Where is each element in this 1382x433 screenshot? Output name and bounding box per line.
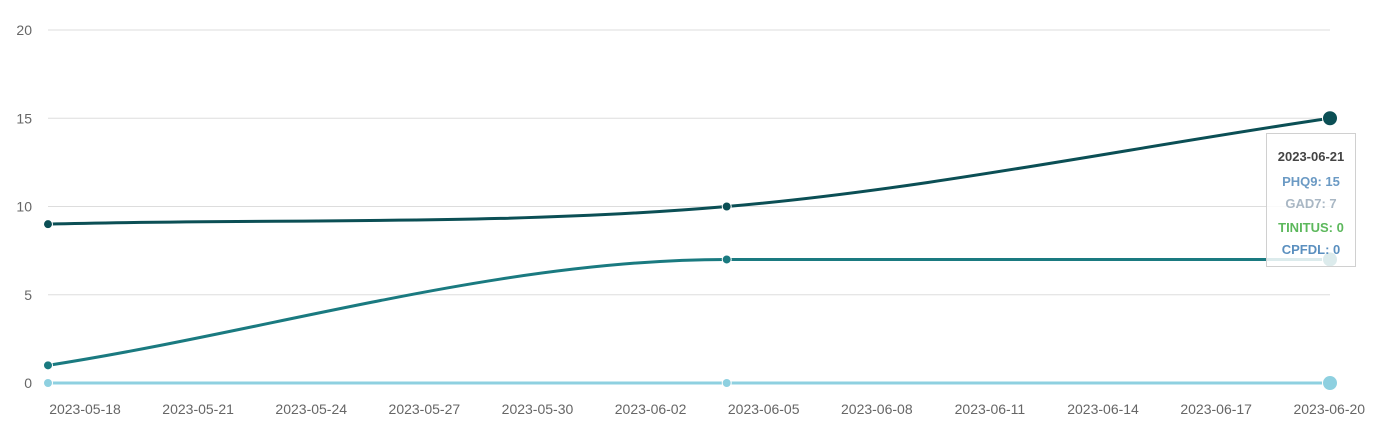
data-point-phq9 [43, 219, 53, 230]
hover-tooltip: 2023-06-21 PHQ9: 15 GAD7: 7 TINITUS: 0 C… [1266, 133, 1356, 267]
tooltip-line-cpfdl: CPFDL: 0 [1281, 242, 1341, 257]
y-tick-label: 20 [16, 22, 32, 38]
x-tick-label: 2023-05-27 [389, 401, 461, 417]
y-tick-label: 0 [24, 375, 32, 391]
tooltip-date: 2023-06-21 [1277, 149, 1345, 164]
x-tick-label: 2023-05-24 [275, 401, 347, 417]
y-tick-label: 5 [24, 287, 32, 303]
y-tick-label: 10 [16, 199, 32, 215]
data-point-phq9 [721, 201, 732, 212]
x-tick-label: 2023-06-20 [1293, 401, 1365, 417]
tooltip-line-phq9: PHQ9: 15 [1282, 174, 1340, 189]
data-point-tinitus [43, 378, 53, 388]
data-point-tinitus [721, 378, 732, 388]
x-tick-label: 2023-06-02 [615, 401, 687, 417]
y-tick-label: 15 [16, 110, 32, 126]
data-point-phq9 [1322, 110, 1338, 127]
series-line-phq9 [47, 116, 1331, 226]
series-line-gad7 [47, 257, 1330, 367]
x-tick-label: 2023-05-30 [502, 401, 574, 417]
tooltip-line-gad7: GAD7: 7 [1285, 196, 1337, 211]
x-tick-label: 2023-06-05 [728, 401, 800, 417]
x-tick-label: 2023-05-18 [49, 401, 121, 417]
x-tick-label: 2023-06-17 [1180, 401, 1252, 417]
data-point-gad7 [43, 360, 53, 371]
x-tick-label: 2023-05-21 [162, 401, 234, 417]
x-tick-label: 2023-06-11 [955, 401, 1026, 417]
tooltip-line-tinitus: TINITUS: 0 [1278, 220, 1344, 235]
data-point-gad7 [721, 254, 732, 265]
x-tick-label: 2023-06-14 [1067, 401, 1139, 417]
x-tick-label: 2023-06-08 [841, 401, 913, 417]
data-point-tinitus [1322, 375, 1338, 391]
